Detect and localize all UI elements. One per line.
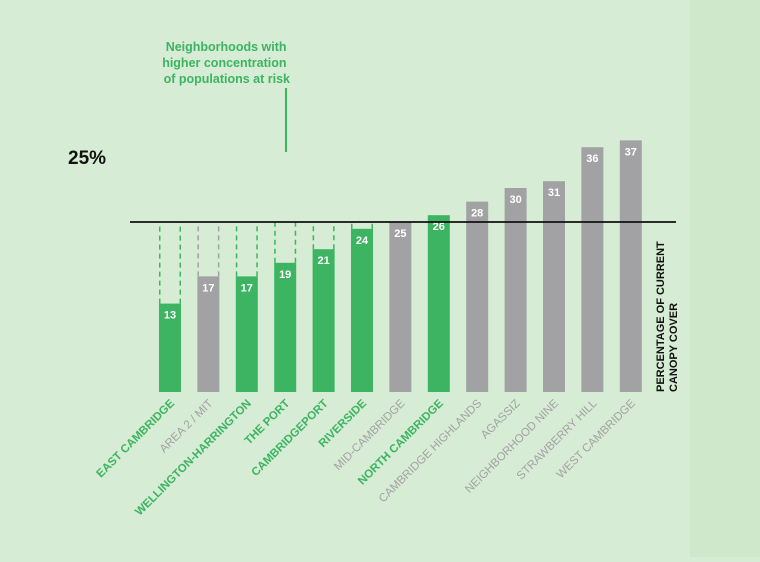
bar-cambridgeport — [312, 249, 335, 392]
value-label-cambridge-highlands: 28 — [471, 208, 483, 220]
bar-cambridge-highlands — [466, 201, 489, 392]
value-label-mid-cambridge: 25 — [394, 228, 406, 240]
dashed-gap-wellington-harrington — [235, 222, 258, 277]
bar-riverside — [351, 228, 373, 392]
annotation-text: Neighborhoods with higher concentration … — [162, 40, 290, 86]
bar-strawberry-hill — [581, 147, 604, 392]
dashed-gap-east-cambridge — [159, 222, 181, 304]
value-label-east-cambridge: 13 — [164, 310, 176, 322]
bar-wellington-harrington — [235, 276, 258, 392]
dashed-gap-riverside — [351, 222, 373, 229]
annotation-line-1: Neighborhoods with — [166, 40, 287, 54]
value-label-the-port: 19 — [279, 269, 291, 281]
value-label-riverside: 24 — [356, 235, 369, 247]
y-axis-label: PERCENTAGE OF CURRENT CANOPY COVER — [655, 238, 680, 392]
value-label-west-cambridge: 37 — [625, 146, 637, 158]
bar-mid-cambridge — [389, 222, 412, 392]
bar-agassiz — [504, 188, 527, 392]
category-label-cambridgeport: CAMBRIDGEPORT — [249, 398, 330, 479]
dashed-gap-the-port — [274, 222, 297, 263]
dashed-gap-area-2-mit — [197, 222, 220, 277]
bar-area-2-mit — [197, 276, 220, 392]
bar-the-port — [274, 262, 297, 392]
dashed-gap-cambridgeport — [312, 222, 335, 250]
dashed-extensions — [159, 222, 373, 304]
background-accent — [690, 0, 760, 557]
value-label-agassiz: 30 — [509, 194, 521, 206]
bars-group — [159, 140, 642, 392]
y-axis-label-line-2: CANOPY COVER — [668, 303, 680, 392]
category-label-west-cambridge: WEST CAMBRIDGE — [555, 397, 639, 481]
value-label-neighborhood-nine: 31 — [548, 187, 560, 199]
value-label-cambridgeport: 21 — [317, 255, 329, 267]
bar-east-cambridge — [159, 303, 181, 392]
value-label-strawberry-hill: 36 — [586, 153, 598, 165]
annotation-line-2: higher concentration — [162, 56, 286, 70]
bar-neighborhood-nine — [543, 181, 565, 392]
value-label-area-2-mit: 17 — [202, 282, 214, 294]
value-labels: 13 17 17 19 21 24 25 26 28 30 31 36 37 — [164, 146, 637, 321]
target-label: 25% — [68, 148, 106, 169]
value-label-north-cambridge: 26 — [433, 221, 445, 233]
y-axis-label-line-1: PERCENTAGE OF CURRENT — [655, 241, 667, 392]
bar-north-cambridge — [427, 215, 450, 392]
bar-west-cambridge — [619, 140, 642, 392]
annotation-line-3: of populations at risk — [164, 72, 290, 86]
category-label-mid-cambridge: MID-CAMBRIDGE — [332, 397, 408, 473]
value-label-wellington-harrington: 17 — [241, 282, 253, 294]
